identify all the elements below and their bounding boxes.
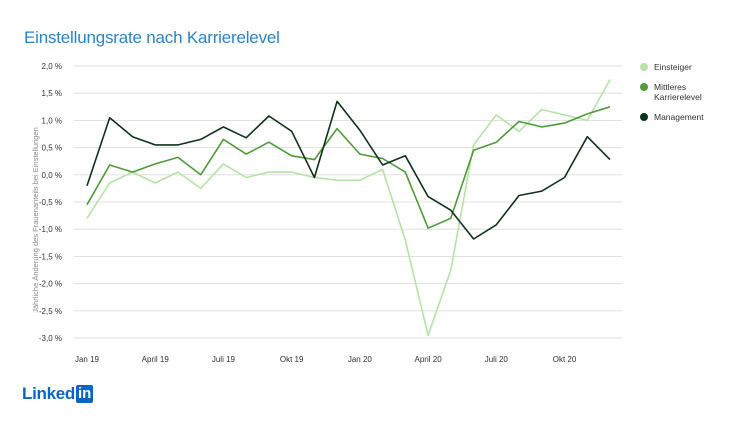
legend-label-einsteiger: Einsteiger [654,62,692,72]
y-tick-label: 1,0 % [42,116,62,125]
legend-swatch-einsteiger [640,63,648,71]
y-tick-labels: 2,0 % 1,5 % 1,0 % 0,5 % 0,0 % -0,5 % -1,0 % -1,… [39,62,62,343]
y-tick-label: -0,5 % [39,198,62,207]
legend-swatch-management [640,113,648,121]
x-tick-label: April 19 [142,355,170,364]
legend: Einsteiger Mittleres Karrierelevel Manag… [640,62,740,132]
grid-lines [74,65,622,339]
linkedin-logo: Linked in [22,384,94,404]
legend-swatch-mittleres-karrierelevel [640,83,648,91]
x-tick-label: Okt 20 [553,355,577,364]
legend-item-einsteiger: Einsteiger [640,62,740,72]
x-tick-labels: Jan 19 April 19 Juli 19 Okt 19 Jan 20 April 2… [75,355,577,364]
y-axis-label: Jährliche Änderung des Frauenanteils bei… [31,127,40,313]
x-tick-label: April 20 [415,355,443,364]
x-tick-label: Okt 19 [280,355,304,364]
y-tick-label: -1,0 % [39,225,62,234]
series-line-management [86,100,611,240]
y-tick-label: -1,5 % [39,252,62,261]
y-tick-label: -3,0 % [39,334,62,343]
logo-text: Linked [22,384,75,403]
legend-item-management: Management [640,112,740,122]
y-tick-label: 0,5 % [42,144,62,153]
legend-item-mittleres-karrierelevel: Mittleres Karrierelevel [640,82,726,102]
y-tick-label: 1,5 % [42,89,62,98]
series-lines [86,79,611,337]
chart-title: Einstellungsrate nach Karrierelevel [24,28,280,47]
x-tick-label: Juli 19 [212,355,236,364]
x-tick-label: Jan 20 [348,355,373,364]
series-line-einsteiger [86,79,611,337]
legend-label-mittleres-karrierelevel: Mittleres Karrierelevel [654,82,702,102]
y-tick-label: 2,0 % [42,62,62,71]
x-tick-label: Jan 19 [75,355,100,364]
y-tick-label: -2,0 % [39,280,62,289]
logo-in-box: in [76,385,94,403]
y-tick-label: 0,0 % [42,171,62,180]
legend-label-management: Management [654,112,704,122]
y-tick-label: -2,5 % [39,307,62,316]
series-line-mittleres-karrierelevel [86,106,611,229]
x-tick-label: Juli 20 [485,355,509,364]
